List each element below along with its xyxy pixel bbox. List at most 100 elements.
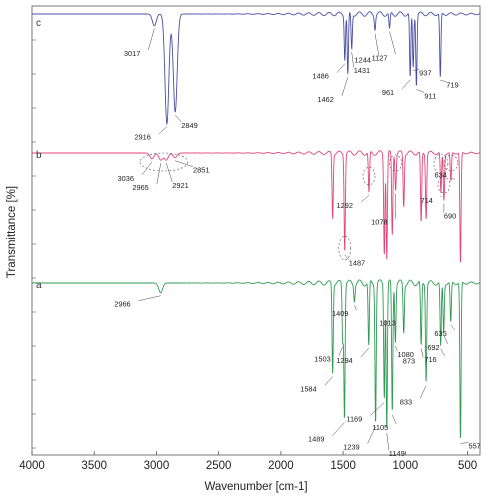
annotation-leader [332, 422, 345, 436]
annotation-leader [450, 178, 455, 180]
highlight-ellipse [389, 154, 402, 172]
peak-label-c-911: 911 [424, 91, 436, 100]
annotation-leader [351, 52, 354, 68]
x-tick-label-2000: 2000 [268, 460, 294, 472]
peak-label-b-690: 690 [444, 212, 456, 221]
annotation-leader [156, 163, 162, 185]
highlight-ellipse [362, 166, 376, 186]
peak-label-a-1489: 1489 [308, 435, 324, 444]
annotation-leader [440, 80, 447, 82]
spectrum-a [32, 279, 481, 438]
peak-label-c-1431: 1431 [354, 66, 370, 75]
peak-label-c-1462: 1462 [317, 95, 333, 104]
y-axis-title: Transmittance [%] [6, 186, 18, 278]
peak-label-a-1169: 1169 [346, 414, 362, 423]
peak-label-a-1503: 1503 [314, 355, 330, 364]
spectrum-b [32, 150, 481, 263]
peak-label-c-1486: 1486 [312, 72, 328, 81]
spectrum-c [32, 11, 481, 126]
annotation-leader [386, 433, 390, 451]
peak-label-a-833: 833 [400, 398, 412, 407]
peak-label-b-2965: 2965 [132, 183, 148, 192]
x-axis-title: Wavenumber [cm-1] [204, 481, 307, 493]
peak-label-b-634: 634 [435, 170, 447, 179]
peak-label-a-1149: 1149 [389, 449, 405, 458]
peak-label-a-557: 557 [468, 441, 480, 450]
annotation-leader [413, 69, 420, 71]
x-tick-label-4000: 4000 [19, 460, 45, 472]
peak-label-c-1244: 1244 [355, 55, 371, 64]
annotation-leader [158, 126, 168, 134]
x-tick-label-500: 500 [458, 460, 477, 472]
annotation-leader [374, 33, 380, 57]
annotation-leader [443, 334, 448, 345]
peak-label-a-692: 692 [427, 343, 439, 352]
annotation-leader [148, 28, 155, 50]
peak-label-b-714: 714 [421, 196, 433, 205]
panel-label-c: c [36, 18, 41, 29]
peak-label-a-1239: 1239 [343, 443, 359, 452]
annotation-leader [338, 346, 343, 356]
x-tick-label-3000: 3000 [144, 460, 170, 472]
annotation-leader [138, 295, 161, 301]
annotation-leader [440, 348, 445, 356]
peak-label-a-1105: 1105 [372, 423, 388, 432]
annotation-leader [354, 305, 357, 311]
annotation-leader [395, 345, 398, 351]
peak-label-b-2921: 2921 [172, 181, 188, 190]
peak-label-c-2849: 2849 [181, 121, 197, 130]
peak-label-b-2851: 2851 [193, 166, 209, 175]
plot-frame [31, 5, 481, 456]
annotation-leader [360, 194, 370, 203]
peak-label-c-719: 719 [446, 81, 458, 90]
annotation-leader [324, 376, 333, 386]
highlight-ellipse [139, 152, 189, 172]
peak-label-a-1584: 1584 [300, 385, 316, 394]
peak-label-a-2966: 2966 [114, 300, 130, 309]
highlight-ellipse [437, 176, 451, 194]
highlight-ellipse [338, 235, 352, 261]
annotation-leader [460, 442, 469, 444]
highlight-ellipse [433, 153, 449, 175]
annotation-leader [401, 79, 411, 89]
spectra-group [32, 11, 481, 438]
annotation-leader [360, 347, 369, 358]
peak-label-c-1127: 1127 [372, 53, 388, 62]
peak-label-a-1409: 1409 [332, 309, 348, 318]
annotation-leader [341, 77, 349, 97]
annotation-leader [389, 31, 396, 55]
x-tick-label-3500: 3500 [81, 460, 107, 472]
x-axis: 4000 3500 3000 2500 2000 1500 1000 500 [19, 39, 477, 472]
peak-label-c-961: 961 [382, 88, 394, 97]
annotation-leader [420, 348, 424, 358]
peak-label-a-635: 635 [434, 329, 446, 338]
peak-label-a-1080: 1080 [397, 350, 413, 359]
peak-label-a-1294: 1294 [336, 356, 352, 365]
annotation-leader [174, 160, 194, 167]
x-tick-label-1000: 1000 [393, 460, 419, 472]
peak-label-b-1292: 1292 [337, 201, 353, 210]
peak-label-a-716: 716 [424, 355, 436, 364]
peak-label-c-937: 937 [419, 68, 431, 77]
annotation-leader [367, 426, 376, 444]
peak-label-a-1013: 1013 [379, 318, 395, 327]
x-tick-label-1500: 1500 [330, 460, 356, 472]
annotation-leader [175, 114, 182, 123]
annotation-leader [344, 254, 349, 260]
annotations-group: c 3017 2916 2849 1486 1462 1431 1244 1127 961 937 9… [36, 18, 481, 458]
peak-label-b-1487: 1487 [349, 259, 365, 268]
peak-label-c-2916: 2916 [134, 133, 150, 142]
annotation-leader [416, 89, 425, 93]
highlight-ellipse [443, 154, 459, 172]
x-tick-label-2500: 2500 [206, 460, 232, 472]
peak-label-b-1078: 1078 [371, 218, 387, 227]
annotation-leader [419, 385, 427, 399]
annotation-leader [392, 414, 397, 425]
annotation-leader [450, 324, 455, 330]
annotation-leader [370, 402, 385, 416]
peak-label-a-873: 873 [403, 356, 415, 365]
peak-label-c-3017: 3017 [124, 49, 140, 58]
panel-label-a: a [36, 280, 42, 291]
panel-label-b: b [36, 150, 42, 161]
